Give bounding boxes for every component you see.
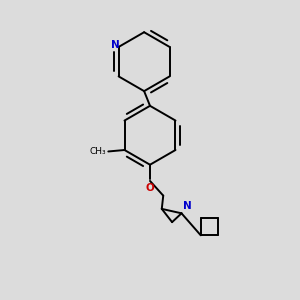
Text: O: O: [146, 183, 154, 193]
Text: N: N: [111, 40, 119, 50]
Text: CH₃: CH₃: [89, 147, 106, 156]
Text: N: N: [183, 201, 192, 211]
